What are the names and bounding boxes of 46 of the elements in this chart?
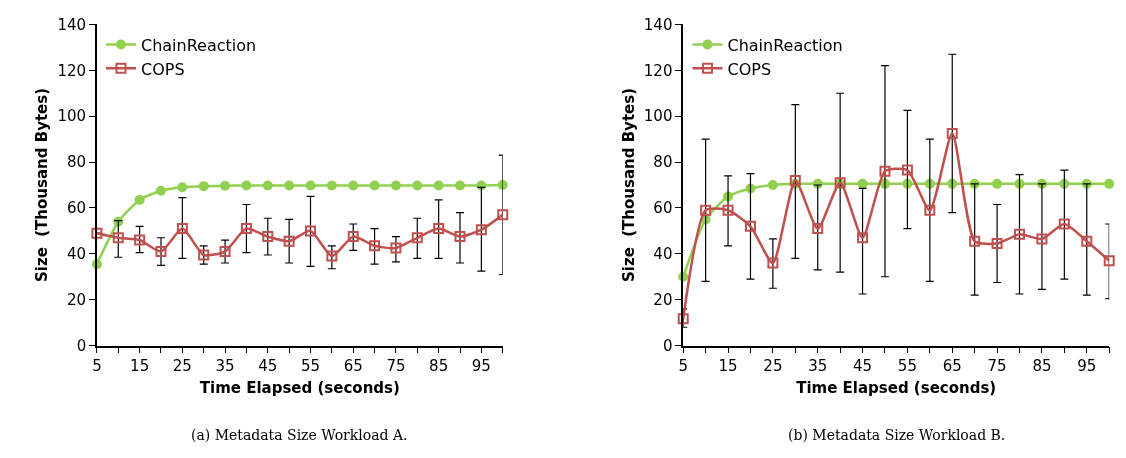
x-tick-label: 65 <box>343 357 363 376</box>
y-tick-label: 0 <box>76 336 87 355</box>
y-tick-label: 140 <box>57 15 87 34</box>
x-tick-label: 85 <box>1032 357 1052 376</box>
x-tick-label: 65 <box>942 357 962 376</box>
x-tick-label: 45 <box>258 357 278 376</box>
y-tick-label: 20 <box>67 290 87 309</box>
y-tick-label: 40 <box>67 245 87 264</box>
legend-label: COPS <box>140 59 185 79</box>
legend-label: COPS <box>727 59 772 79</box>
y-tick-label: 140 <box>643 15 673 34</box>
text: (a) Metadata Size Workload A. <box>191 427 408 443</box>
x-tick-label: 95 <box>471 357 491 376</box>
x-tick-label: 35 <box>215 357 235 376</box>
x-tick-label: 45 <box>853 357 873 376</box>
x-tick-label: 75 <box>386 357 406 376</box>
x-tick-label: 35 <box>808 357 828 376</box>
y-tick-label: 100 <box>643 107 673 126</box>
x-tick-label: 25 <box>172 357 192 376</box>
y-tick-label: 120 <box>57 61 87 80</box>
x-tick-label: 5 <box>678 357 688 376</box>
text: (b) Metadata Size Workload B. <box>788 427 1006 443</box>
y-tick-label: 20 <box>653 290 673 309</box>
x-tick-label: 25 <box>763 357 783 376</box>
x-tick-label: 55 <box>897 357 917 376</box>
x-axis-title: Time Elapsed (seconds) <box>796 378 997 397</box>
legend-label: ChainReaction <box>140 35 257 55</box>
x-tick-label: 55 <box>300 357 321 376</box>
x-tick-label: 15 <box>718 357 738 376</box>
legend-label: ChainReaction <box>727 35 843 55</box>
x-tick-label: 85 <box>429 357 449 376</box>
y-tick-label: 0 <box>662 336 673 355</box>
x-tick-label: 75 <box>987 357 1007 376</box>
y-tick-label: 80 <box>67 153 87 172</box>
x-tick-label: 95 <box>1077 357 1097 376</box>
y-tick-label: 40 <box>653 245 673 264</box>
y-axis-title: Size (Thousand Bytes) <box>619 87 638 283</box>
y-tick-label: 80 <box>653 153 673 172</box>
x-tick-label: 15 <box>130 357 150 376</box>
x-axis-title: Time Elapsed (seconds) <box>199 378 400 397</box>
y-axis-title: Size (Thousand Bytes) <box>33 87 52 283</box>
x-tick-label: 5 <box>92 357 102 376</box>
y-tick-label: 120 <box>643 61 673 80</box>
y-tick-label: 60 <box>67 199 87 218</box>
y-tick-label: 100 <box>57 107 87 126</box>
y-tick-label: 60 <box>653 199 673 218</box>
